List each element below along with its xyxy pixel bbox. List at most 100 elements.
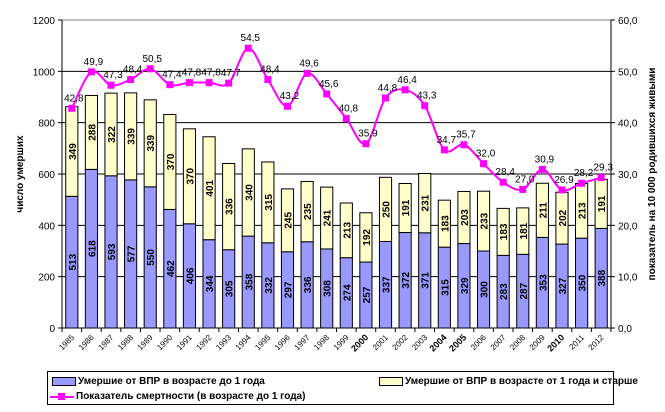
bar-label-under-1: 353 xyxy=(538,274,549,291)
bar-label-1-and-older: 213 xyxy=(342,222,353,239)
x-tick-label: 1992 xyxy=(195,333,214,352)
mortality-marker xyxy=(440,146,448,154)
bar-1-and-older xyxy=(222,162,236,251)
bar-label-under-1: 257 xyxy=(362,286,373,303)
mortality-marker xyxy=(166,81,174,89)
bar-label-under-1: 297 xyxy=(283,281,294,298)
bar-1-and-older xyxy=(104,92,118,177)
x-tick-label: 1987 xyxy=(96,333,115,352)
y-axis-title-right: показатель на 10 000 родившихся живыми xyxy=(647,68,658,281)
legend-label-1-and-older: Умершие от ВПР в возрасте от 1 года и ст… xyxy=(405,376,638,387)
mortality-marker xyxy=(303,69,311,77)
y-tick-label-right: 60,0 xyxy=(618,16,638,27)
bar-label-under-1: 344 xyxy=(205,275,216,292)
mortality-value-label: 30,9 xyxy=(535,154,555,165)
bar-1-and-older xyxy=(378,176,393,243)
bar-label-under-1: 327 xyxy=(558,277,569,294)
bar-label-1-and-older: 322 xyxy=(107,126,118,143)
mortality-line xyxy=(68,44,605,194)
mortality-marker xyxy=(597,174,605,182)
bar-label-1-and-older: 235 xyxy=(303,203,314,220)
mortality-value-label: 43,2 xyxy=(280,91,300,102)
y-tick-label-left: 0 xyxy=(49,324,55,335)
bar-label-1-and-older: 183 xyxy=(440,215,451,232)
y-tick-label-right: 40,0 xyxy=(618,119,638,130)
mortality-marker xyxy=(87,68,95,76)
bar-1-and-older xyxy=(241,148,255,237)
mortality-value-label: 50,5 xyxy=(142,54,162,65)
bar-label-under-1: 308 xyxy=(323,280,334,297)
bar-label-1-and-older: 336 xyxy=(225,198,236,215)
mortality-marker xyxy=(342,115,350,123)
bar-1-and-older xyxy=(202,136,216,241)
bar-label-under-1: 274 xyxy=(342,284,353,301)
mortality-value-label: 48,4 xyxy=(260,65,280,76)
legend-item-mortality-rate: Показатель смертности (в возрасте до 1 г… xyxy=(50,391,305,402)
bar-1-and-older xyxy=(300,180,314,243)
x-tick-label: 2001 xyxy=(371,333,390,352)
bar-label-under-1: 283 xyxy=(499,283,510,300)
legend-label-under-1: Умершие от ВПР в возрасте до 1 года xyxy=(78,376,265,387)
y-tick-label-left: 200 xyxy=(38,273,55,284)
mortality-marker xyxy=(558,186,566,194)
bar-label-1-and-older: 339 xyxy=(146,135,157,152)
y-tick-label-left: 1200 xyxy=(33,16,56,27)
bar-1-and-older xyxy=(398,182,412,234)
bar-label-1-and-older: 370 xyxy=(166,153,177,170)
bar-label-1-and-older: 250 xyxy=(382,201,393,218)
x-tick-label: 1999 xyxy=(332,333,351,352)
bar-1-and-older xyxy=(437,199,451,248)
bar-label-1-and-older: 192 xyxy=(362,229,373,246)
legend-swatch-under-1 xyxy=(52,377,76,386)
bar-label-under-1: 287 xyxy=(519,282,530,299)
bar-1-and-older xyxy=(418,172,432,234)
bar-label-under-1: 577 xyxy=(127,245,138,262)
bar-label-under-1: 593 xyxy=(107,243,118,260)
legend-swatch-mortality-rate xyxy=(50,392,74,401)
bar-label-1-and-older: 245 xyxy=(283,212,294,229)
x-tick-label: 2004 xyxy=(428,332,449,353)
mortality-marker xyxy=(519,185,527,193)
mortality-value-label: 35,7 xyxy=(456,130,476,141)
bar-label-1-and-older: 231 xyxy=(421,194,432,211)
mortality-marker xyxy=(323,90,331,98)
x-tick-label: 2010 xyxy=(545,332,566,353)
y-tick-label-left: 600 xyxy=(38,170,55,181)
x-tick-label: 2007 xyxy=(489,333,508,352)
bar-label-under-1: 388 xyxy=(597,269,608,286)
bar-1-and-older xyxy=(535,182,549,238)
bar-1-and-older xyxy=(143,99,157,188)
bar-label-1-and-older: 213 xyxy=(578,202,589,219)
mortality-value-label: 47,4 xyxy=(162,70,182,81)
x-tick-label: 1988 xyxy=(116,333,135,352)
bar-label-under-1: 350 xyxy=(578,274,589,291)
y-tick-label-right: 0,0 xyxy=(618,324,632,335)
x-tick-label: 2002 xyxy=(391,333,410,352)
mortality-value-label: 42,8 xyxy=(64,93,84,104)
bar-label-under-1: 550 xyxy=(146,249,157,266)
mortality-value-label: 43,3 xyxy=(417,91,437,102)
legend-label-mortality-rate: Показатель смертности (в возрасте до 1 г… xyxy=(76,391,306,402)
legend: Умершие от ВПР в возрасте до 1 года Умер… xyxy=(47,371,638,405)
bar-label-1-and-older: 401 xyxy=(205,179,216,196)
x-tick-label: 1985 xyxy=(57,333,76,352)
mortality-value-label: 46,4 xyxy=(397,75,417,86)
mortality-marker xyxy=(578,179,586,187)
bar-1-and-older xyxy=(124,92,138,181)
bar-label-under-1: 372 xyxy=(401,271,412,288)
mortality-marker xyxy=(68,104,76,112)
mortality-marker xyxy=(185,79,193,87)
mortality-value-label: 47,8 xyxy=(201,68,221,79)
mortality-marker xyxy=(283,102,291,110)
mortality-marker xyxy=(382,94,390,102)
bar-label-under-1: 332 xyxy=(264,277,275,294)
x-tick-label: 2011 xyxy=(567,333,586,352)
y-tick-label-right: 10,0 xyxy=(618,273,638,284)
mortality-marker xyxy=(460,141,468,149)
x-tick-label: 1995 xyxy=(253,333,272,352)
mortality-line-path xyxy=(70,47,602,192)
bar-label-1-and-older: 181 xyxy=(519,222,530,239)
bar-label-1-and-older: 241 xyxy=(323,209,334,226)
labels: 513 349 618 288 593 322 577 339 550 339 462 370 406 3… xyxy=(64,33,613,303)
